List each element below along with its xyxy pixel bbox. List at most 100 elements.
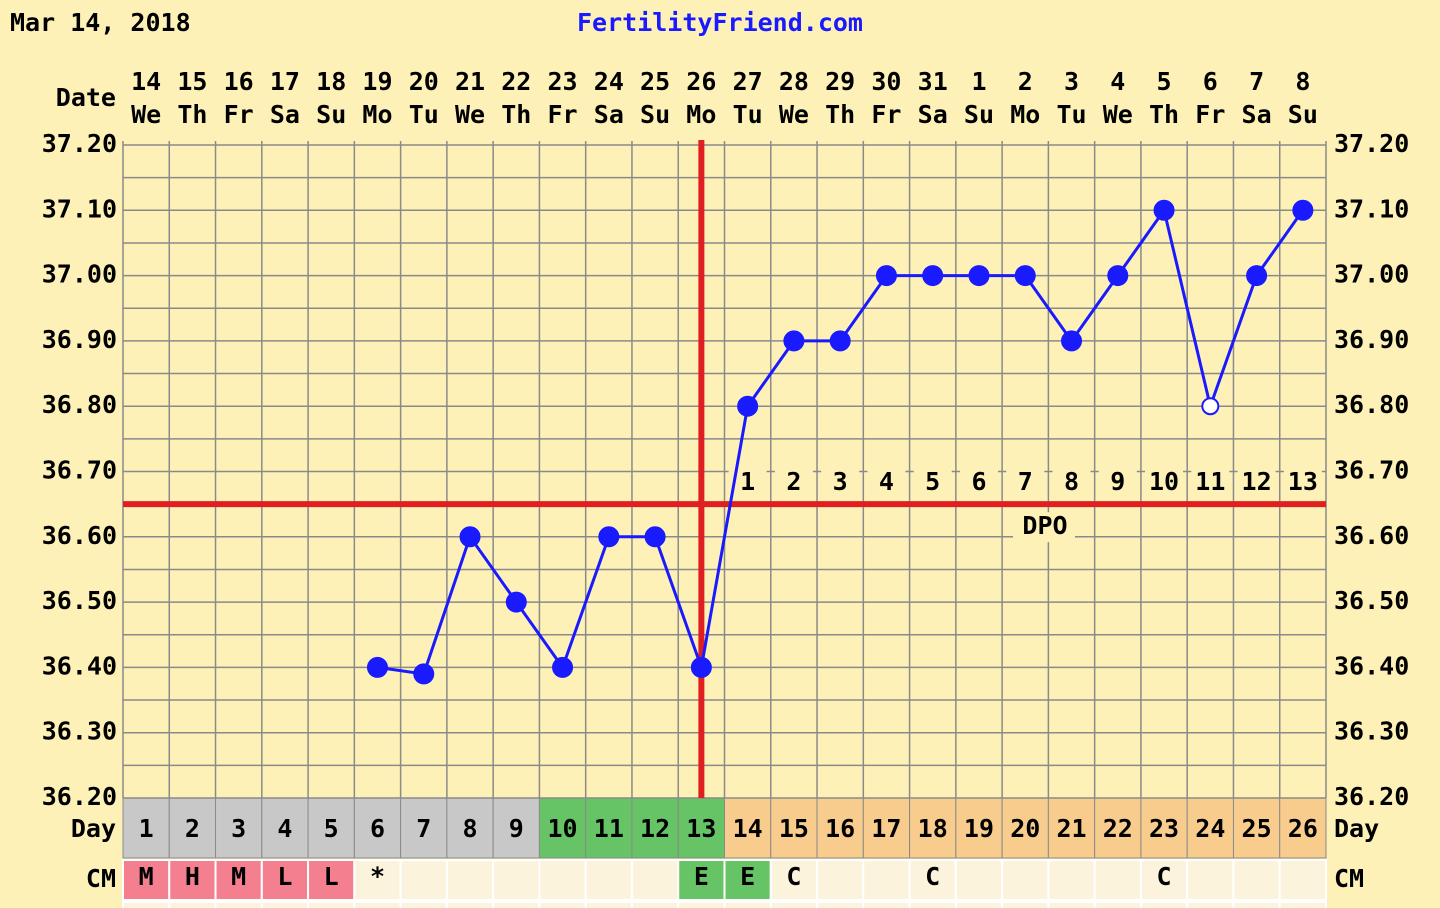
chart-date: Mar 14, 2018 bbox=[10, 8, 191, 37]
day-cell bbox=[677, 797, 726, 859]
extra-cell bbox=[538, 901, 587, 908]
day-number: 13 bbox=[686, 814, 716, 843]
day-cell bbox=[585, 797, 633, 859]
extra-cell bbox=[445, 901, 495, 908]
date-label: 7 bbox=[1249, 67, 1264, 96]
y-tick-label: 36.80 bbox=[1334, 390, 1409, 419]
dpo-number: 3 bbox=[833, 467, 848, 496]
temperature-point bbox=[1014, 265, 1036, 287]
day-label: Day bbox=[1334, 814, 1379, 843]
extra-cell bbox=[1047, 901, 1096, 908]
weekday-label: Mo bbox=[1010, 100, 1040, 129]
temperature-point bbox=[505, 591, 527, 613]
extra-cell bbox=[260, 901, 310, 908]
temperature-point bbox=[644, 526, 666, 548]
day-number: 5 bbox=[324, 814, 339, 843]
day-cell bbox=[400, 797, 448, 859]
cm-label: C bbox=[1157, 862, 1172, 891]
y-tick-label: 36.50 bbox=[1334, 586, 1409, 615]
date-label: 29 bbox=[825, 67, 855, 96]
temperature-point bbox=[783, 330, 805, 352]
extra-cell bbox=[353, 901, 402, 908]
day-cell bbox=[724, 797, 772, 859]
date-label: 30 bbox=[871, 67, 901, 96]
day-number: 24 bbox=[1195, 814, 1225, 843]
temperature-point bbox=[1201, 397, 1220, 416]
day-cell bbox=[215, 797, 263, 859]
weekday-label: We bbox=[131, 100, 161, 129]
extra-cell bbox=[1278, 901, 1327, 908]
y-tick-label: 37.00 bbox=[42, 260, 117, 289]
cm-cell bbox=[677, 859, 726, 901]
dpo-bg bbox=[1237, 468, 1276, 499]
weekday-label: Su bbox=[316, 100, 346, 129]
day-cell bbox=[261, 797, 309, 859]
date-label: 25 bbox=[640, 67, 670, 96]
cm-label: M bbox=[231, 862, 246, 891]
date-label: 23 bbox=[548, 67, 578, 96]
weekday-label: Fr bbox=[871, 100, 901, 129]
cm-label: E bbox=[694, 862, 709, 891]
temperature-point bbox=[598, 526, 620, 548]
cm-cell bbox=[492, 859, 541, 901]
temperature-point bbox=[552, 656, 574, 678]
y-tick-label: 36.60 bbox=[1334, 521, 1409, 550]
cm-cell bbox=[1186, 859, 1235, 901]
dpo-number: 5 bbox=[925, 467, 940, 496]
cm-cell bbox=[445, 859, 495, 901]
dpo-bg bbox=[1145, 468, 1184, 499]
weekday-label: Fr bbox=[1195, 100, 1225, 129]
dpo-bg bbox=[1283, 468, 1322, 499]
weekday-label: Sa bbox=[1242, 100, 1272, 129]
dpo-bg bbox=[867, 468, 906, 499]
date-label: 5 bbox=[1157, 67, 1172, 96]
cm-cell bbox=[1139, 859, 1189, 901]
dpo-number: 7 bbox=[1018, 467, 1033, 496]
temperature-point bbox=[366, 656, 388, 678]
y-tick-label: 36.80 bbox=[42, 390, 117, 419]
day-number: 6 bbox=[370, 814, 385, 843]
temperature-point bbox=[1292, 199, 1314, 221]
date-label: 2 bbox=[1018, 67, 1033, 96]
cm-label: H bbox=[185, 862, 200, 891]
y-tick-label: 37.00 bbox=[1334, 260, 1409, 289]
weekday-label: Su bbox=[964, 100, 994, 129]
extra-cell bbox=[122, 901, 171, 908]
cm-cell bbox=[1278, 859, 1327, 901]
date-label: 3 bbox=[1064, 67, 1079, 96]
cm-cell bbox=[538, 859, 587, 901]
date-label: 17 bbox=[270, 67, 300, 96]
day-number: 25 bbox=[1242, 814, 1272, 843]
temperature-point bbox=[1153, 199, 1175, 221]
cm-label: CM bbox=[86, 864, 116, 893]
extra-cell bbox=[954, 901, 1004, 908]
date-label: 8 bbox=[1295, 67, 1310, 96]
dpo-number: 2 bbox=[786, 467, 801, 496]
cm-label: M bbox=[139, 862, 154, 891]
cm-label: C bbox=[925, 862, 940, 891]
cm-label: E bbox=[740, 862, 755, 891]
temperature-point bbox=[1107, 265, 1129, 287]
dpo-bg bbox=[1006, 468, 1045, 499]
extra-cell bbox=[862, 901, 911, 908]
dpo-number: 11 bbox=[1195, 467, 1225, 496]
extra-cell bbox=[399, 901, 448, 908]
cm-label: L bbox=[277, 862, 292, 891]
day-number: 20 bbox=[1010, 814, 1040, 843]
day-number: 2 bbox=[185, 814, 200, 843]
extra-cell bbox=[307, 901, 356, 908]
extra-cell bbox=[1139, 901, 1189, 908]
temperature-point bbox=[737, 395, 759, 417]
weekday-label: Fr bbox=[224, 100, 254, 129]
dpo-number: 13 bbox=[1288, 467, 1318, 496]
cm-label: * bbox=[370, 862, 385, 891]
extra-cell bbox=[723, 901, 772, 908]
cm-label: C bbox=[786, 862, 801, 891]
date-label: 28 bbox=[779, 67, 809, 96]
temperature-point bbox=[968, 265, 990, 287]
day-number: 14 bbox=[733, 814, 763, 843]
cm-cell bbox=[630, 859, 680, 901]
extra-cell bbox=[816, 901, 865, 908]
day-number: 19 bbox=[964, 814, 994, 843]
